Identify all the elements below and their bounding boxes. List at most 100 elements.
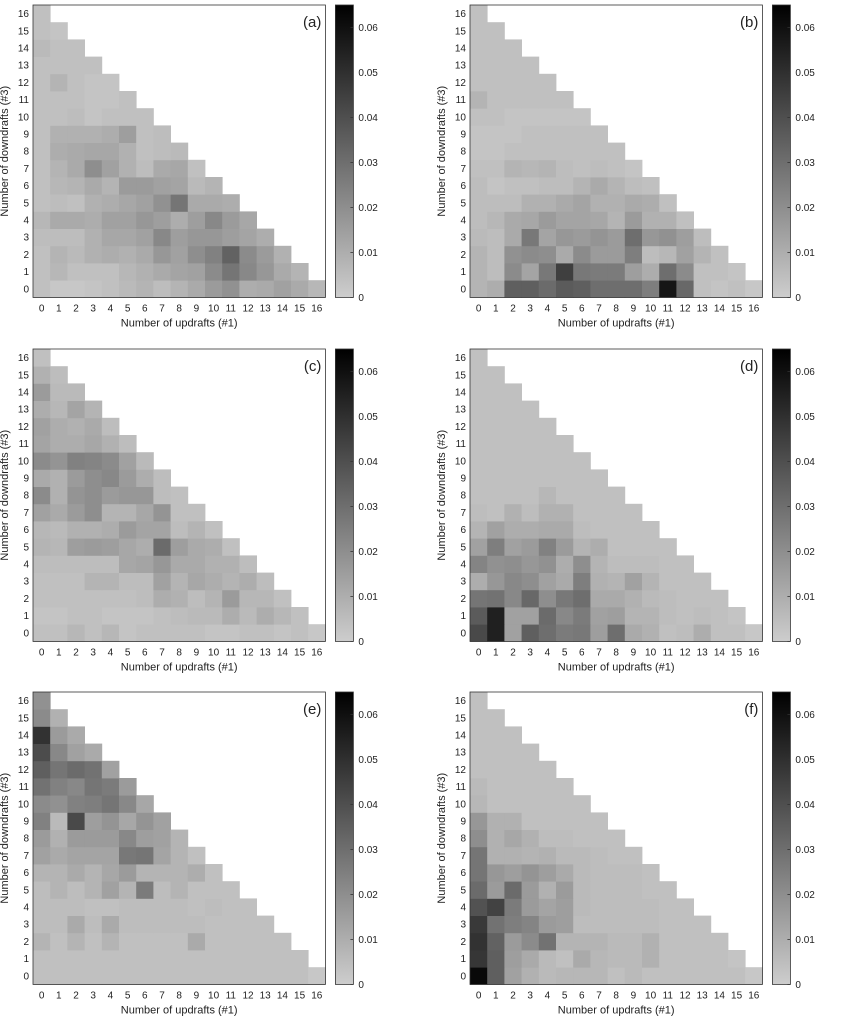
y-tick-label: 9 xyxy=(460,817,466,828)
heatmap-cell xyxy=(84,486,103,505)
heatmap-cell xyxy=(33,846,51,865)
heatmap-cell xyxy=(693,915,712,934)
heatmap-cell xyxy=(205,589,223,608)
heatmap-cell xyxy=(659,881,677,899)
x-tick-label: 6 xyxy=(579,303,585,314)
heatmap-cell xyxy=(67,73,85,92)
heatmap-cell xyxy=(504,125,522,143)
x-tick-label: 13 xyxy=(260,647,272,658)
heatmap-cell xyxy=(504,846,522,865)
heatmap-cell xyxy=(659,555,677,573)
heatmap-cell xyxy=(504,864,522,882)
heatmap-cell xyxy=(607,555,626,573)
heatmap-cell xyxy=(521,194,540,212)
y-tick-label: 14 xyxy=(18,388,30,399)
heatmap-cell xyxy=(67,486,85,505)
x-tick-label: 9 xyxy=(631,303,637,314)
heatmap-cell xyxy=(504,194,522,212)
heatmap-cell xyxy=(470,812,488,830)
y-tick-label: 6 xyxy=(23,525,29,536)
heatmap-cell xyxy=(487,538,505,556)
heatmap-cell xyxy=(470,709,488,727)
heatmap-cell xyxy=(710,280,729,298)
y-tick-label: 14 xyxy=(18,44,30,55)
heatmap-cell xyxy=(504,280,522,298)
heatmap-cell xyxy=(504,812,522,830)
heatmap-cell xyxy=(607,589,626,608)
heatmap-cell xyxy=(153,159,171,178)
heatmap-cell xyxy=(101,125,120,143)
heatmap-cell xyxy=(470,194,488,212)
heatmap-cell xyxy=(153,881,171,899)
heatmap-cell xyxy=(470,624,488,642)
heatmap-cell xyxy=(590,589,608,608)
heatmap-cell xyxy=(487,898,505,916)
heatmap-cell xyxy=(693,245,712,264)
colorbar-tick-label: 0.05 xyxy=(795,755,815,766)
heatmap-cell xyxy=(222,538,240,556)
heatmap-cell xyxy=(538,417,557,436)
heatmap-cell xyxy=(256,245,275,264)
heatmap-cell xyxy=(538,125,557,143)
heatmap-cell xyxy=(170,950,189,968)
y-tick-label: 0 xyxy=(23,971,29,982)
y-tick-label: 0 xyxy=(460,971,466,982)
x-tick-label: 4 xyxy=(108,647,114,658)
heatmap-cell xyxy=(538,967,557,985)
heatmap-cell xyxy=(84,572,103,591)
colorbar xyxy=(772,4,791,298)
x-axis-label: Number of updrafts (#1) xyxy=(558,661,675,673)
heatmap-cell xyxy=(50,967,68,985)
heatmap-cell xyxy=(624,950,643,968)
heatmap-cell xyxy=(136,228,154,247)
heatmap-cell xyxy=(556,91,574,109)
heatmap-cell xyxy=(590,177,608,195)
heatmap-cell xyxy=(642,280,660,298)
heatmap-cell xyxy=(170,263,189,281)
x-tick-label: 16 xyxy=(748,303,760,314)
heatmap-cell xyxy=(136,950,154,968)
heatmap-cell xyxy=(470,915,488,934)
heatmap-cell xyxy=(50,108,68,126)
heatmap-cell xyxy=(504,91,522,109)
heatmap-cell xyxy=(33,417,51,436)
heatmap-cell xyxy=(67,864,85,882)
heatmap-cell xyxy=(487,91,505,109)
heatmap-cell xyxy=(205,228,223,247)
x-tick-label: 16 xyxy=(748,990,760,1001)
y-tick-label: 15 xyxy=(18,26,30,37)
heatmap-cell xyxy=(119,142,137,161)
heatmap-cell xyxy=(33,22,51,40)
panel-4: 0 1 2 3 4 5 6 7 8 9 10 11 12 13 14 15 160123456789101112… xyxy=(0,691,378,1016)
heatmap-cell xyxy=(470,56,488,75)
x-tick-label: 12 xyxy=(242,990,254,1001)
heatmap-cell xyxy=(50,91,68,109)
heatmap-cell xyxy=(521,760,540,779)
heatmap-cell xyxy=(273,263,292,281)
heatmap-cell xyxy=(470,280,488,298)
heatmap-cell xyxy=(84,846,103,865)
y-tick-label: 4 xyxy=(23,216,29,227)
heatmap-cell xyxy=(538,812,557,830)
heatmap-cell xyxy=(170,829,189,848)
heatmap-cell xyxy=(556,452,574,470)
heatmap-cell xyxy=(50,624,68,642)
heatmap-cell xyxy=(153,607,171,625)
heatmap-cell xyxy=(624,194,643,212)
heatmap-cell xyxy=(50,950,68,968)
plot-frame xyxy=(32,4,326,298)
colorbar-tick-label: 0.06 xyxy=(358,23,378,34)
heatmap-cell xyxy=(33,503,51,522)
heatmap-cell xyxy=(590,538,608,556)
heatmap-cell xyxy=(136,555,154,573)
heatmap-cell xyxy=(119,778,137,796)
heatmap-cell xyxy=(504,607,522,625)
heatmap-cell xyxy=(710,624,729,642)
heatmap-cell xyxy=(556,245,574,264)
heatmap-cell xyxy=(50,743,68,762)
y-tick-label: 9 xyxy=(23,130,29,141)
heatmap-cell xyxy=(538,503,557,522)
heatmap-cell xyxy=(728,607,746,625)
heatmap-cell xyxy=(273,967,292,985)
heatmap-cell xyxy=(136,812,154,830)
